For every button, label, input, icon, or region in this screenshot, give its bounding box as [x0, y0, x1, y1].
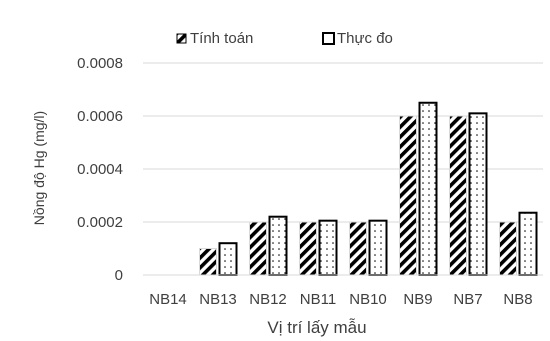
legend-swatch-tinh-toan	[176, 33, 187, 44]
legend-label-thuc-do: Thực đo	[337, 30, 393, 47]
y-tick-label: 0.0006	[77, 108, 123, 125]
legend-label-tinh-toan: Tính toán	[190, 30, 253, 47]
legend-swatch-thuc-do	[322, 32, 335, 45]
bar-tinh-toan-nb11	[299, 221, 317, 276]
y-axis-title: Nồng độ Hg (mg/l)	[31, 111, 47, 225]
bar-thuc-do-nb11	[318, 219, 338, 277]
y-tick-label: 0.0002	[77, 214, 123, 231]
x-tick-label: NB8	[503, 291, 532, 308]
y-tick-label: 0.0004	[77, 161, 123, 178]
bar-thuc-do-nb9	[418, 101, 438, 276]
bar-tinh-toan-nb7	[449, 115, 467, 276]
y-tick-label: 0	[115, 267, 123, 284]
x-tick-label: NB7	[453, 291, 482, 308]
bar-tinh-toan-nb13	[199, 248, 217, 276]
x-axis-title: Vị trí lấy mẫu	[267, 318, 366, 337]
x-tick-label: NB10	[349, 291, 387, 308]
bar-thuc-do-nb12	[268, 215, 288, 276]
x-tick-label: NB12	[249, 291, 287, 308]
bar-thuc-do-nb8	[518, 211, 538, 277]
bar-tinh-toan-nb12	[249, 221, 267, 276]
bar-tinh-toan-nb9	[399, 115, 417, 276]
x-tick-label: NB14	[149, 291, 187, 308]
bar-tinh-toan-nb10	[349, 221, 367, 276]
bar-tinh-toan-nb8	[499, 221, 517, 276]
bar-thuc-do-nb7	[468, 112, 488, 276]
y-tick-label: 0.0008	[77, 55, 123, 72]
x-tick-label: NB9	[403, 291, 432, 308]
bar-thuc-do-nb10	[368, 219, 388, 277]
x-tick-label: NB13	[199, 291, 237, 308]
x-tick-label: NB11	[300, 291, 336, 308]
bar-thuc-do-nb13	[218, 242, 238, 276]
